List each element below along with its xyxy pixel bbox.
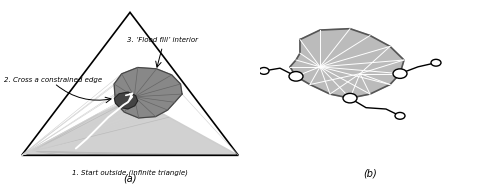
Text: 1. Start outside (infinite triangle): 1. Start outside (infinite triangle) [72,169,188,176]
Circle shape [395,112,405,119]
Text: (b): (b) [363,169,377,179]
Text: 2. Cross a constrained edge: 2. Cross a constrained edge [4,77,102,83]
Polygon shape [290,29,404,98]
Circle shape [431,59,441,66]
Polygon shape [114,68,182,118]
Circle shape [343,93,357,103]
Text: 3. ‘Flood fill’ interior: 3. ‘Flood fill’ interior [127,37,198,43]
Polygon shape [114,92,138,109]
Circle shape [289,72,303,81]
Polygon shape [22,98,238,155]
Text: (a): (a) [123,173,136,183]
Circle shape [393,69,407,78]
Circle shape [259,68,269,74]
